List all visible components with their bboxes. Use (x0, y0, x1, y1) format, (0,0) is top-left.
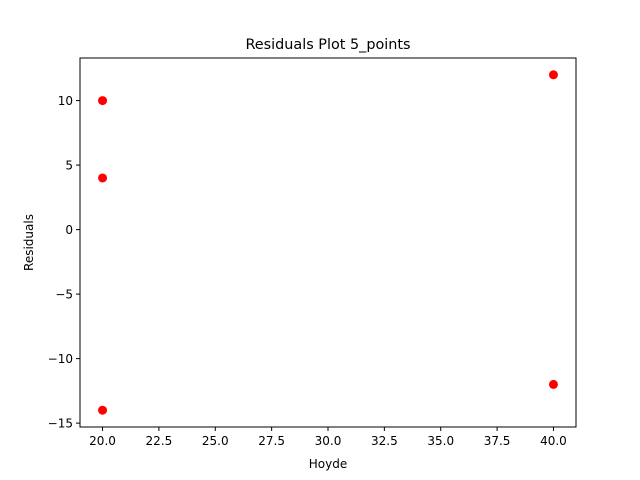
x-axis-ticks: 20.0 22.5 25.0 27.5 30.0 32.5 35.0 37.5 40.0 (89, 427, 567, 448)
y-axis-ticks: −15 −10 −5 0 5 10 (48, 94, 80, 431)
data-point (548, 70, 558, 80)
x-tick-label: 40.0 (540, 434, 567, 448)
x-tick-label: 25.0 (202, 434, 229, 448)
y-axis-label: Residuals (22, 214, 36, 271)
x-axis-label: Hoyde (309, 457, 347, 471)
y-tick-label: −15 (48, 417, 73, 431)
y-tick-label: −5 (55, 288, 73, 302)
data-point (98, 96, 108, 106)
x-tick-label: 20.0 (89, 434, 116, 448)
y-tick-label: 5 (65, 159, 73, 173)
chart-title: Residuals Plot 5_points (245, 37, 410, 53)
y-tick-label: −10 (48, 352, 73, 366)
x-tick-label: 32.5 (371, 434, 398, 448)
x-tick-label: 35.0 (427, 434, 454, 448)
y-tick-label: 10 (58, 94, 73, 108)
x-tick-label: 27.5 (258, 434, 285, 448)
data-point (98, 173, 108, 183)
plot-area-frame (79, 57, 577, 428)
data-points (98, 70, 558, 415)
y-tick-label: 0 (65, 223, 73, 237)
x-tick-label: 37.5 (484, 434, 511, 448)
data-point (548, 379, 558, 389)
data-point (98, 405, 108, 415)
x-tick-label: 22.5 (146, 434, 173, 448)
x-tick-label: 30.0 (315, 434, 342, 448)
